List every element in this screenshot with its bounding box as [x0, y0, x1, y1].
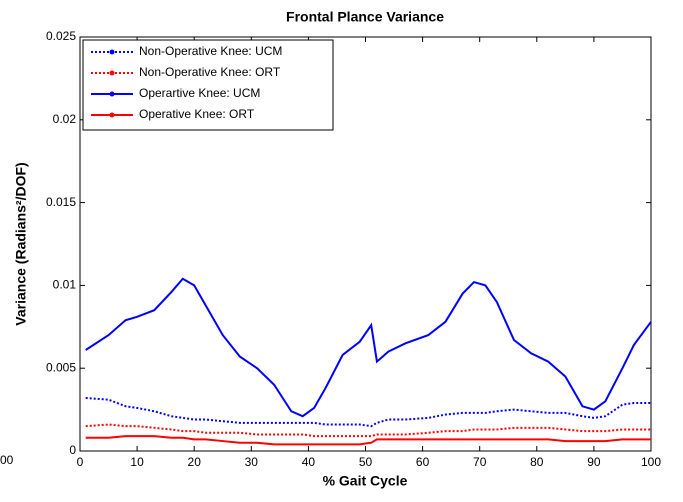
legend-marker [109, 70, 115, 76]
legend-marker [109, 91, 115, 97]
y-tick-label: 0 [69, 443, 76, 457]
x-tick-label: 100 [641, 455, 661, 469]
stray-text: 00 [0, 453, 14, 467]
legend-marker [109, 49, 115, 55]
x-tick-label: 20 [188, 455, 202, 469]
legend-label: Operative Knee: ORT [139, 107, 255, 121]
y-tick-label: 0.01 [53, 278, 77, 292]
chart-title: Frontal Plance Variance [286, 9, 444, 25]
y-tick-label: 0.015 [46, 195, 76, 209]
series-line [85, 435, 651, 446]
y-tick-label: 0.02 [53, 112, 77, 126]
x-tick-label: 40 [302, 455, 316, 469]
x-axis-label: % Gait Cycle [323, 473, 408, 489]
series-line [85, 423, 651, 438]
x-tick-label: 50 [359, 455, 373, 469]
legend-label: Non-Operative Knee: UCM [139, 44, 282, 58]
x-tick-label: 30 [245, 455, 259, 469]
y-axis-label: Variance (Radians²/DOF) [13, 162, 29, 325]
y-tick-label: 0.005 [46, 360, 76, 374]
x-tick-label: 60 [416, 455, 430, 469]
x-tick-label: 0 [77, 455, 84, 469]
x-tick-label: 80 [530, 455, 544, 469]
x-tick-label: 10 [130, 455, 144, 469]
x-tick-label: 70 [473, 455, 487, 469]
series-line [85, 277, 652, 418]
series-line [85, 397, 651, 428]
y-tick-label: 0.025 [46, 29, 76, 43]
legend-marker [109, 112, 115, 118]
x-tick-label: 90 [587, 455, 601, 469]
legend-label: Non-Operative Knee: ORT [139, 65, 281, 79]
legend-label: Operartive Knee: UCM [139, 86, 260, 100]
